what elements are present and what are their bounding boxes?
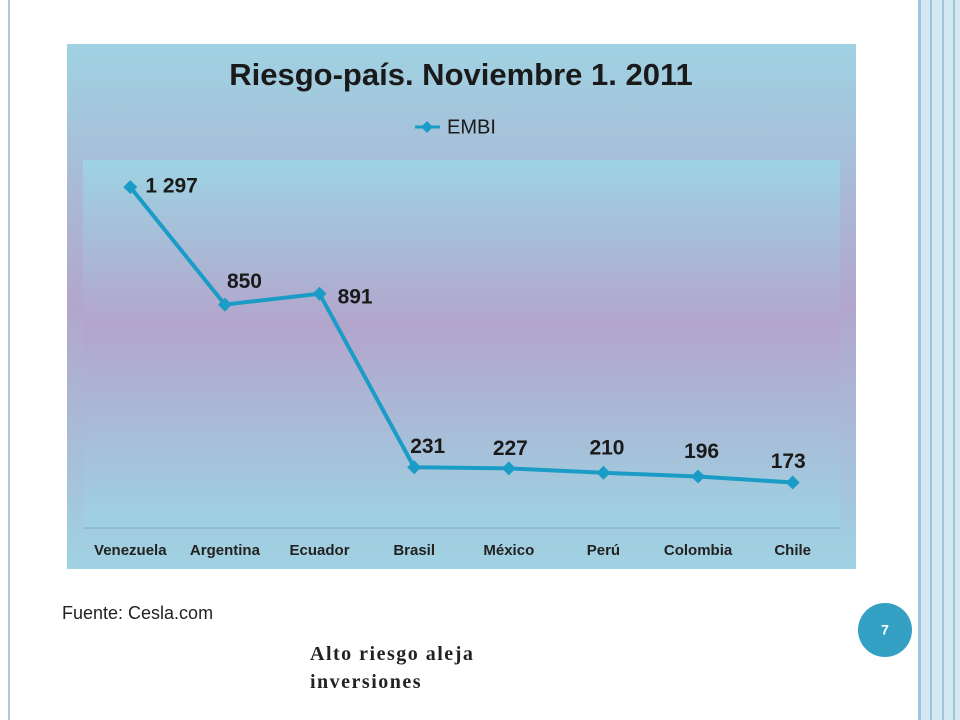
- x-tick-label: Brasil: [393, 542, 435, 559]
- x-tick-label: Venezuela: [94, 542, 167, 559]
- caption: Alto riesgo aleja inversiones: [310, 643, 475, 693]
- data-label: 210: [589, 436, 624, 459]
- right-stripe: [918, 0, 921, 720]
- page-number: 7: [881, 622, 889, 638]
- x-tick-label: Colombia: [664, 542, 733, 559]
- right-stripe: [930, 0, 932, 720]
- legend-label: EMBI: [447, 116, 496, 138]
- data-label: 1 297: [145, 175, 198, 198]
- data-label: 196: [684, 440, 719, 463]
- x-tick-label: Argentina: [190, 542, 261, 559]
- data-label: 173: [771, 450, 806, 473]
- data-point: [501, 461, 516, 476]
- data-label: 891: [338, 285, 373, 308]
- data-label: 231: [410, 435, 445, 458]
- left-border: [8, 0, 10, 720]
- x-tick-label: Perú: [587, 542, 620, 559]
- x-tick-label: Chile: [774, 542, 811, 559]
- data-point: [123, 180, 138, 195]
- source: Fuente: Cesla.com: [62, 603, 213, 623]
- chart-title: Riesgo-país. Noviembre 1. 2011: [229, 57, 693, 92]
- data-point: [407, 460, 422, 475]
- right-stripe: [942, 0, 944, 720]
- data-point: [596, 465, 611, 480]
- data-point: [312, 286, 327, 301]
- series-line: [128, 185, 793, 485]
- data-point: [691, 469, 706, 484]
- data-point: [217, 297, 232, 312]
- plot-area: [83, 160, 840, 528]
- data-label: 227: [493, 437, 528, 460]
- right-stripe: [953, 0, 955, 720]
- x-tick-label: Ecuador: [290, 542, 350, 559]
- x-tick-label: México: [483, 542, 534, 559]
- page-number-badge: [858, 603, 912, 657]
- data-label: 850: [227, 270, 262, 293]
- data-point: [785, 475, 800, 490]
- legend-marker: [421, 121, 433, 133]
